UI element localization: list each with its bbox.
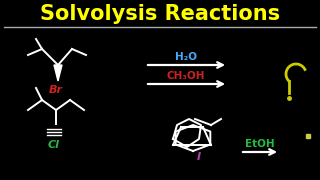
Text: Br: Br bbox=[49, 85, 63, 95]
Text: I: I bbox=[197, 152, 201, 162]
Text: CH₃OH: CH₃OH bbox=[167, 71, 205, 81]
Polygon shape bbox=[54, 65, 62, 81]
Text: EtOH: EtOH bbox=[245, 139, 275, 149]
Text: Solvolysis Reactions: Solvolysis Reactions bbox=[40, 4, 280, 24]
Text: Cl: Cl bbox=[48, 140, 60, 150]
Text: H₂O: H₂O bbox=[175, 52, 197, 62]
